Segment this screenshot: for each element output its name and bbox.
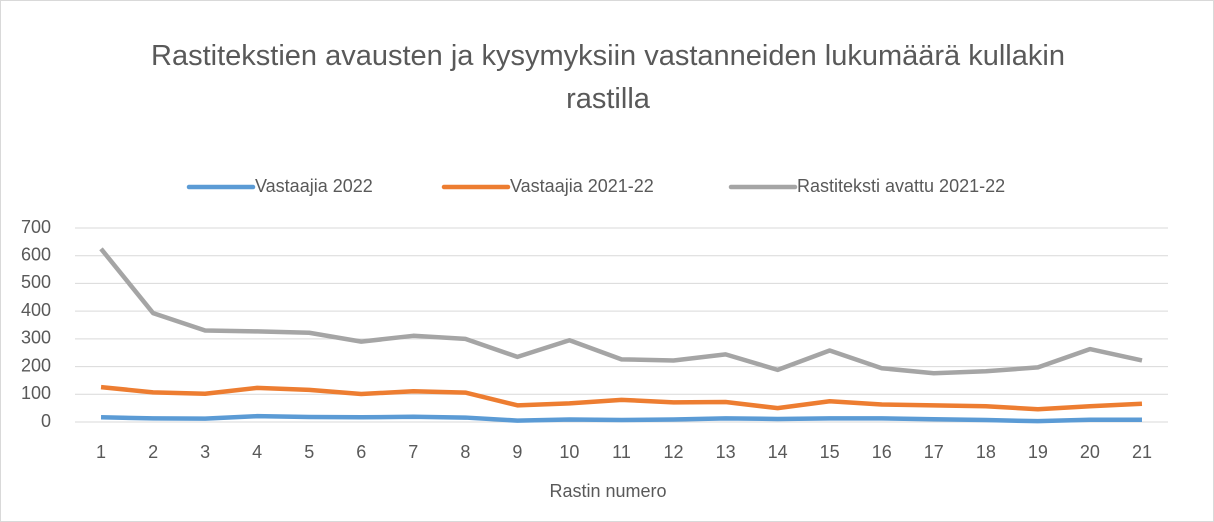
x-tick-label: 14 [768, 442, 788, 462]
y-tick-label: 200 [21, 355, 51, 375]
x-tick-label: 11 [612, 442, 631, 462]
x-tick-label: 4 [252, 442, 262, 462]
y-tick-label: 0 [41, 411, 51, 431]
x-tick-label: 2 [148, 442, 158, 462]
x-tick-label: 10 [559, 442, 579, 462]
data-line [100, 384, 1143, 412]
y-tick-label: 500 [21, 272, 51, 292]
x-tick-label: 20 [1080, 442, 1100, 462]
y-tick-label: 700 [21, 217, 51, 237]
data-line [99, 247, 1143, 376]
x-tick-label: 15 [820, 442, 840, 462]
x-tick-label: 12 [664, 442, 684, 462]
y-tick-label: 100 [21, 383, 51, 403]
legend-label: Vastaajia 2021-22 [510, 176, 654, 196]
x-tick-label: 16 [872, 442, 892, 462]
x-tick-label: 1 [96, 442, 106, 462]
y-tick-label: 300 [21, 328, 51, 348]
data-line [100, 413, 1142, 424]
x-tick-label: 5 [304, 442, 314, 462]
legend-label: Rastiteksti avattu 2021-22 [797, 176, 1005, 196]
x-axis-label: Rastin numero [549, 481, 666, 501]
chart-title: Rastitekstien avausten ja kysymyksiin va… [151, 40, 1065, 115]
legend-label: Vastaajia 2022 [255, 176, 373, 196]
x-tick-label: 21 [1132, 442, 1152, 462]
x-tick-label: 3 [200, 442, 210, 462]
x-tick-label: 18 [976, 442, 996, 462]
y-tick-label: 400 [21, 300, 51, 320]
x-tick-label: 6 [356, 442, 366, 462]
x-tick-label: 9 [512, 442, 522, 462]
x-tick-label: 13 [716, 442, 736, 462]
x-tick-label: 7 [408, 442, 418, 462]
y-tick-label: 600 [21, 244, 51, 264]
x-tick-label: 19 [1028, 442, 1048, 462]
x-tick-label: 17 [924, 442, 944, 462]
x-tick-label: 8 [460, 442, 470, 462]
